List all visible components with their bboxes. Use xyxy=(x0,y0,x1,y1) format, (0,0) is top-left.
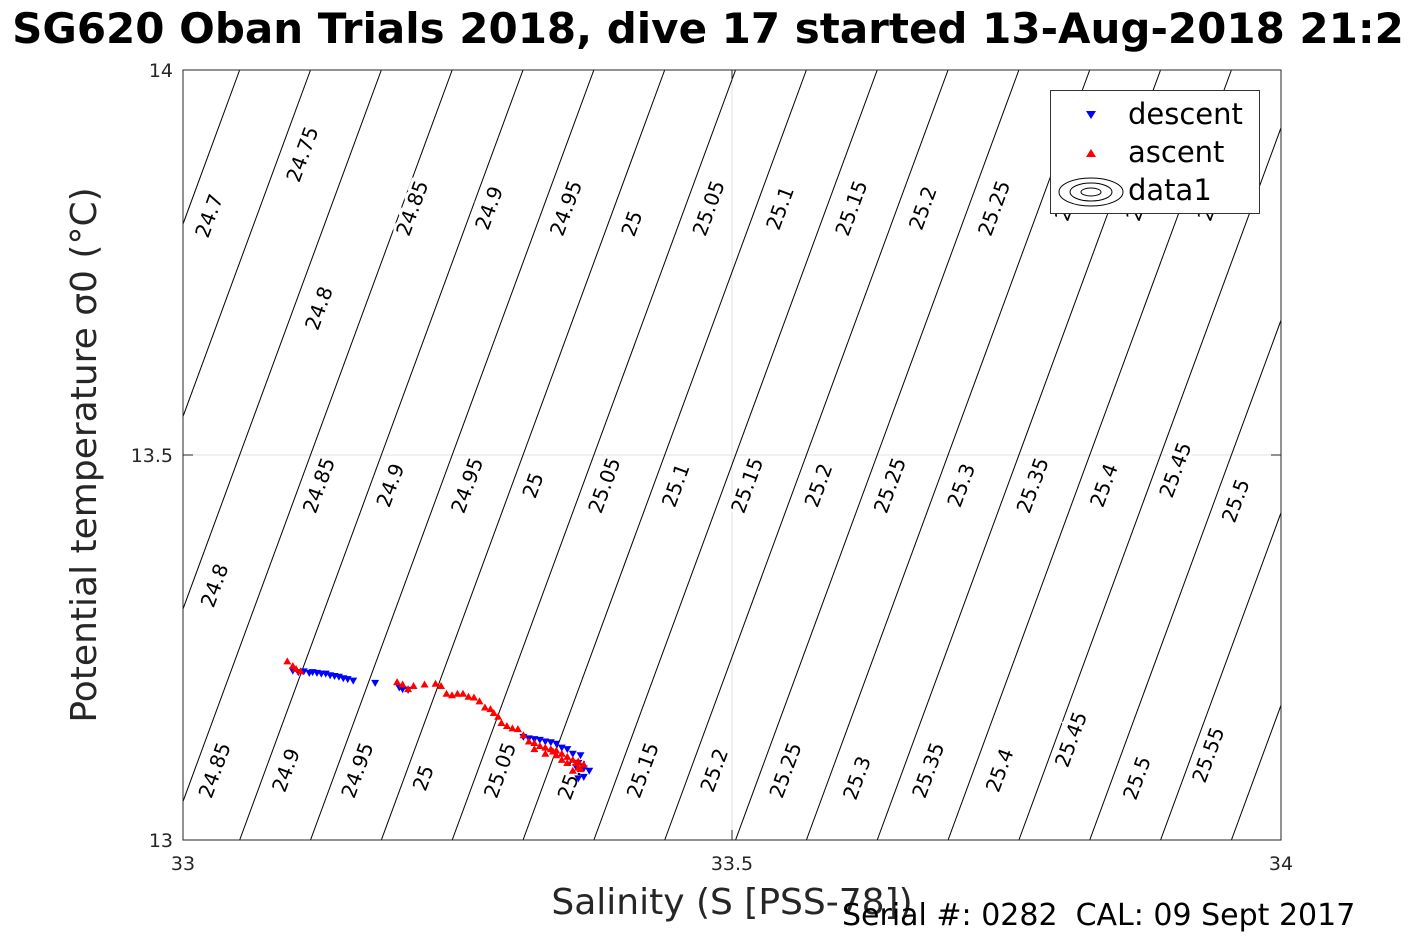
ascent-point xyxy=(519,731,528,739)
isopycnal-line xyxy=(183,70,241,226)
legend-item-ascent[interactable]: ascent xyxy=(1051,133,1259,171)
isopycnal-line xyxy=(183,70,453,803)
legend-item-descent[interactable]: descent xyxy=(1051,95,1259,133)
ascent-point xyxy=(393,678,402,686)
ascent-point xyxy=(475,697,484,705)
legend-label: data1 xyxy=(1128,173,1212,207)
ascent-point xyxy=(579,760,588,768)
isopycnal-line xyxy=(451,70,737,840)
ascent-point xyxy=(442,689,451,697)
ascent-point xyxy=(568,755,577,763)
ascent-point xyxy=(489,708,498,716)
descent-point xyxy=(398,686,407,694)
legend-item-data1[interactable]: data1 xyxy=(1051,171,1259,209)
isopycnal-line xyxy=(1230,703,1281,840)
legend: descent ascent data1 xyxy=(1050,90,1260,214)
descent-point xyxy=(552,740,561,748)
isopycnal-line xyxy=(593,70,878,840)
ascent-point xyxy=(431,679,440,687)
isopycnal-line xyxy=(522,70,807,840)
ascent-point xyxy=(576,765,585,773)
ascent-point xyxy=(530,738,539,746)
ascent-point xyxy=(549,747,558,755)
ascent-point xyxy=(524,737,533,745)
isopycnal-line xyxy=(380,70,666,840)
ascent-point xyxy=(494,712,503,720)
isopycnal-line xyxy=(1160,511,1281,840)
ascent-point xyxy=(480,703,489,711)
ascent-point xyxy=(458,689,467,697)
x-tick-label: 33.5 xyxy=(711,853,753,875)
ascent-point xyxy=(409,682,418,689)
isopycnal-line xyxy=(1089,318,1281,840)
isopycnal-contours xyxy=(0,70,1417,840)
triangle-down-icon xyxy=(1086,111,1096,119)
ascent-point xyxy=(453,689,462,697)
ascent-point xyxy=(557,749,566,757)
ascent-point xyxy=(530,745,539,753)
ascent-point xyxy=(398,680,407,688)
descent-point xyxy=(585,767,594,775)
legend-label: descent xyxy=(1128,97,1243,131)
ascent-point xyxy=(469,693,478,701)
calibration-date: CAL: 09 Sept 2017 xyxy=(1075,898,1356,933)
y-tick-label: 13 xyxy=(149,830,173,852)
ascent-point xyxy=(497,718,506,726)
chart-title: SG620 Oban Trials 2018, dive 17 started … xyxy=(12,4,1404,53)
isopycnal-line xyxy=(183,70,382,611)
data-points xyxy=(283,657,594,783)
ascent-point xyxy=(563,759,572,766)
y-tick-label: 13.5 xyxy=(131,445,173,467)
grid-lines xyxy=(183,70,1281,840)
x-tick-label: 33 xyxy=(171,853,195,875)
isopycnal-line xyxy=(735,70,1020,840)
ascent-point xyxy=(420,680,429,688)
isopycnal-line xyxy=(183,70,311,418)
footer-caption: Serial #: 0282 CAL: 09 Sept 2017 xyxy=(842,898,1373,933)
ascent-point xyxy=(541,743,550,751)
x-axis-label: Salinity (S [PSS-78]) xyxy=(551,882,912,923)
ascent-point xyxy=(508,724,517,732)
isopycnal-line xyxy=(239,70,524,840)
ascent-point xyxy=(502,722,511,730)
ascent-point xyxy=(296,667,305,675)
ascent-point xyxy=(437,682,446,689)
descent-point xyxy=(541,738,550,746)
descent-point xyxy=(576,752,585,760)
descent-point xyxy=(574,775,583,783)
axis-ticks: 33 33.5 34 13 13.5 14 xyxy=(131,60,1293,875)
contour-icon xyxy=(1058,177,1124,207)
ascent-point xyxy=(568,766,577,774)
ascent-point xyxy=(288,661,297,669)
legend-label: ascent xyxy=(1128,135,1225,169)
ascent-point xyxy=(486,705,495,713)
ascent-point xyxy=(557,755,566,763)
ascent-point xyxy=(292,665,301,673)
serial-number: Serial #: 0282 xyxy=(842,898,1058,933)
descent-point xyxy=(349,677,358,685)
descent-point xyxy=(579,773,588,781)
triangle-up-icon xyxy=(1086,149,1096,157)
isopycnal-line xyxy=(0,70,27,840)
ascent-point xyxy=(535,742,544,750)
ascent-point xyxy=(572,759,581,766)
descent-point xyxy=(568,750,577,758)
isopycnal-line xyxy=(1373,70,1417,840)
y-axis-label: Potential temperature σ0 (°C) xyxy=(64,187,105,722)
descent-point xyxy=(563,746,572,754)
ascent-point xyxy=(404,685,413,693)
x-tick-label: 34 xyxy=(1269,853,1293,875)
y-tick-label: 14 xyxy=(149,60,173,82)
ascent-point xyxy=(283,657,292,665)
isopycnal-line xyxy=(664,70,949,840)
ascent-point xyxy=(464,692,473,700)
isopycnal-line xyxy=(805,70,1091,840)
ascent-point xyxy=(563,752,572,760)
isopycnal-line xyxy=(310,70,595,840)
ascent-point xyxy=(541,749,550,757)
ascent-point xyxy=(513,725,522,733)
isopycnal-line xyxy=(1302,70,1417,840)
descent-point xyxy=(371,679,380,687)
ascent-point xyxy=(552,751,561,759)
